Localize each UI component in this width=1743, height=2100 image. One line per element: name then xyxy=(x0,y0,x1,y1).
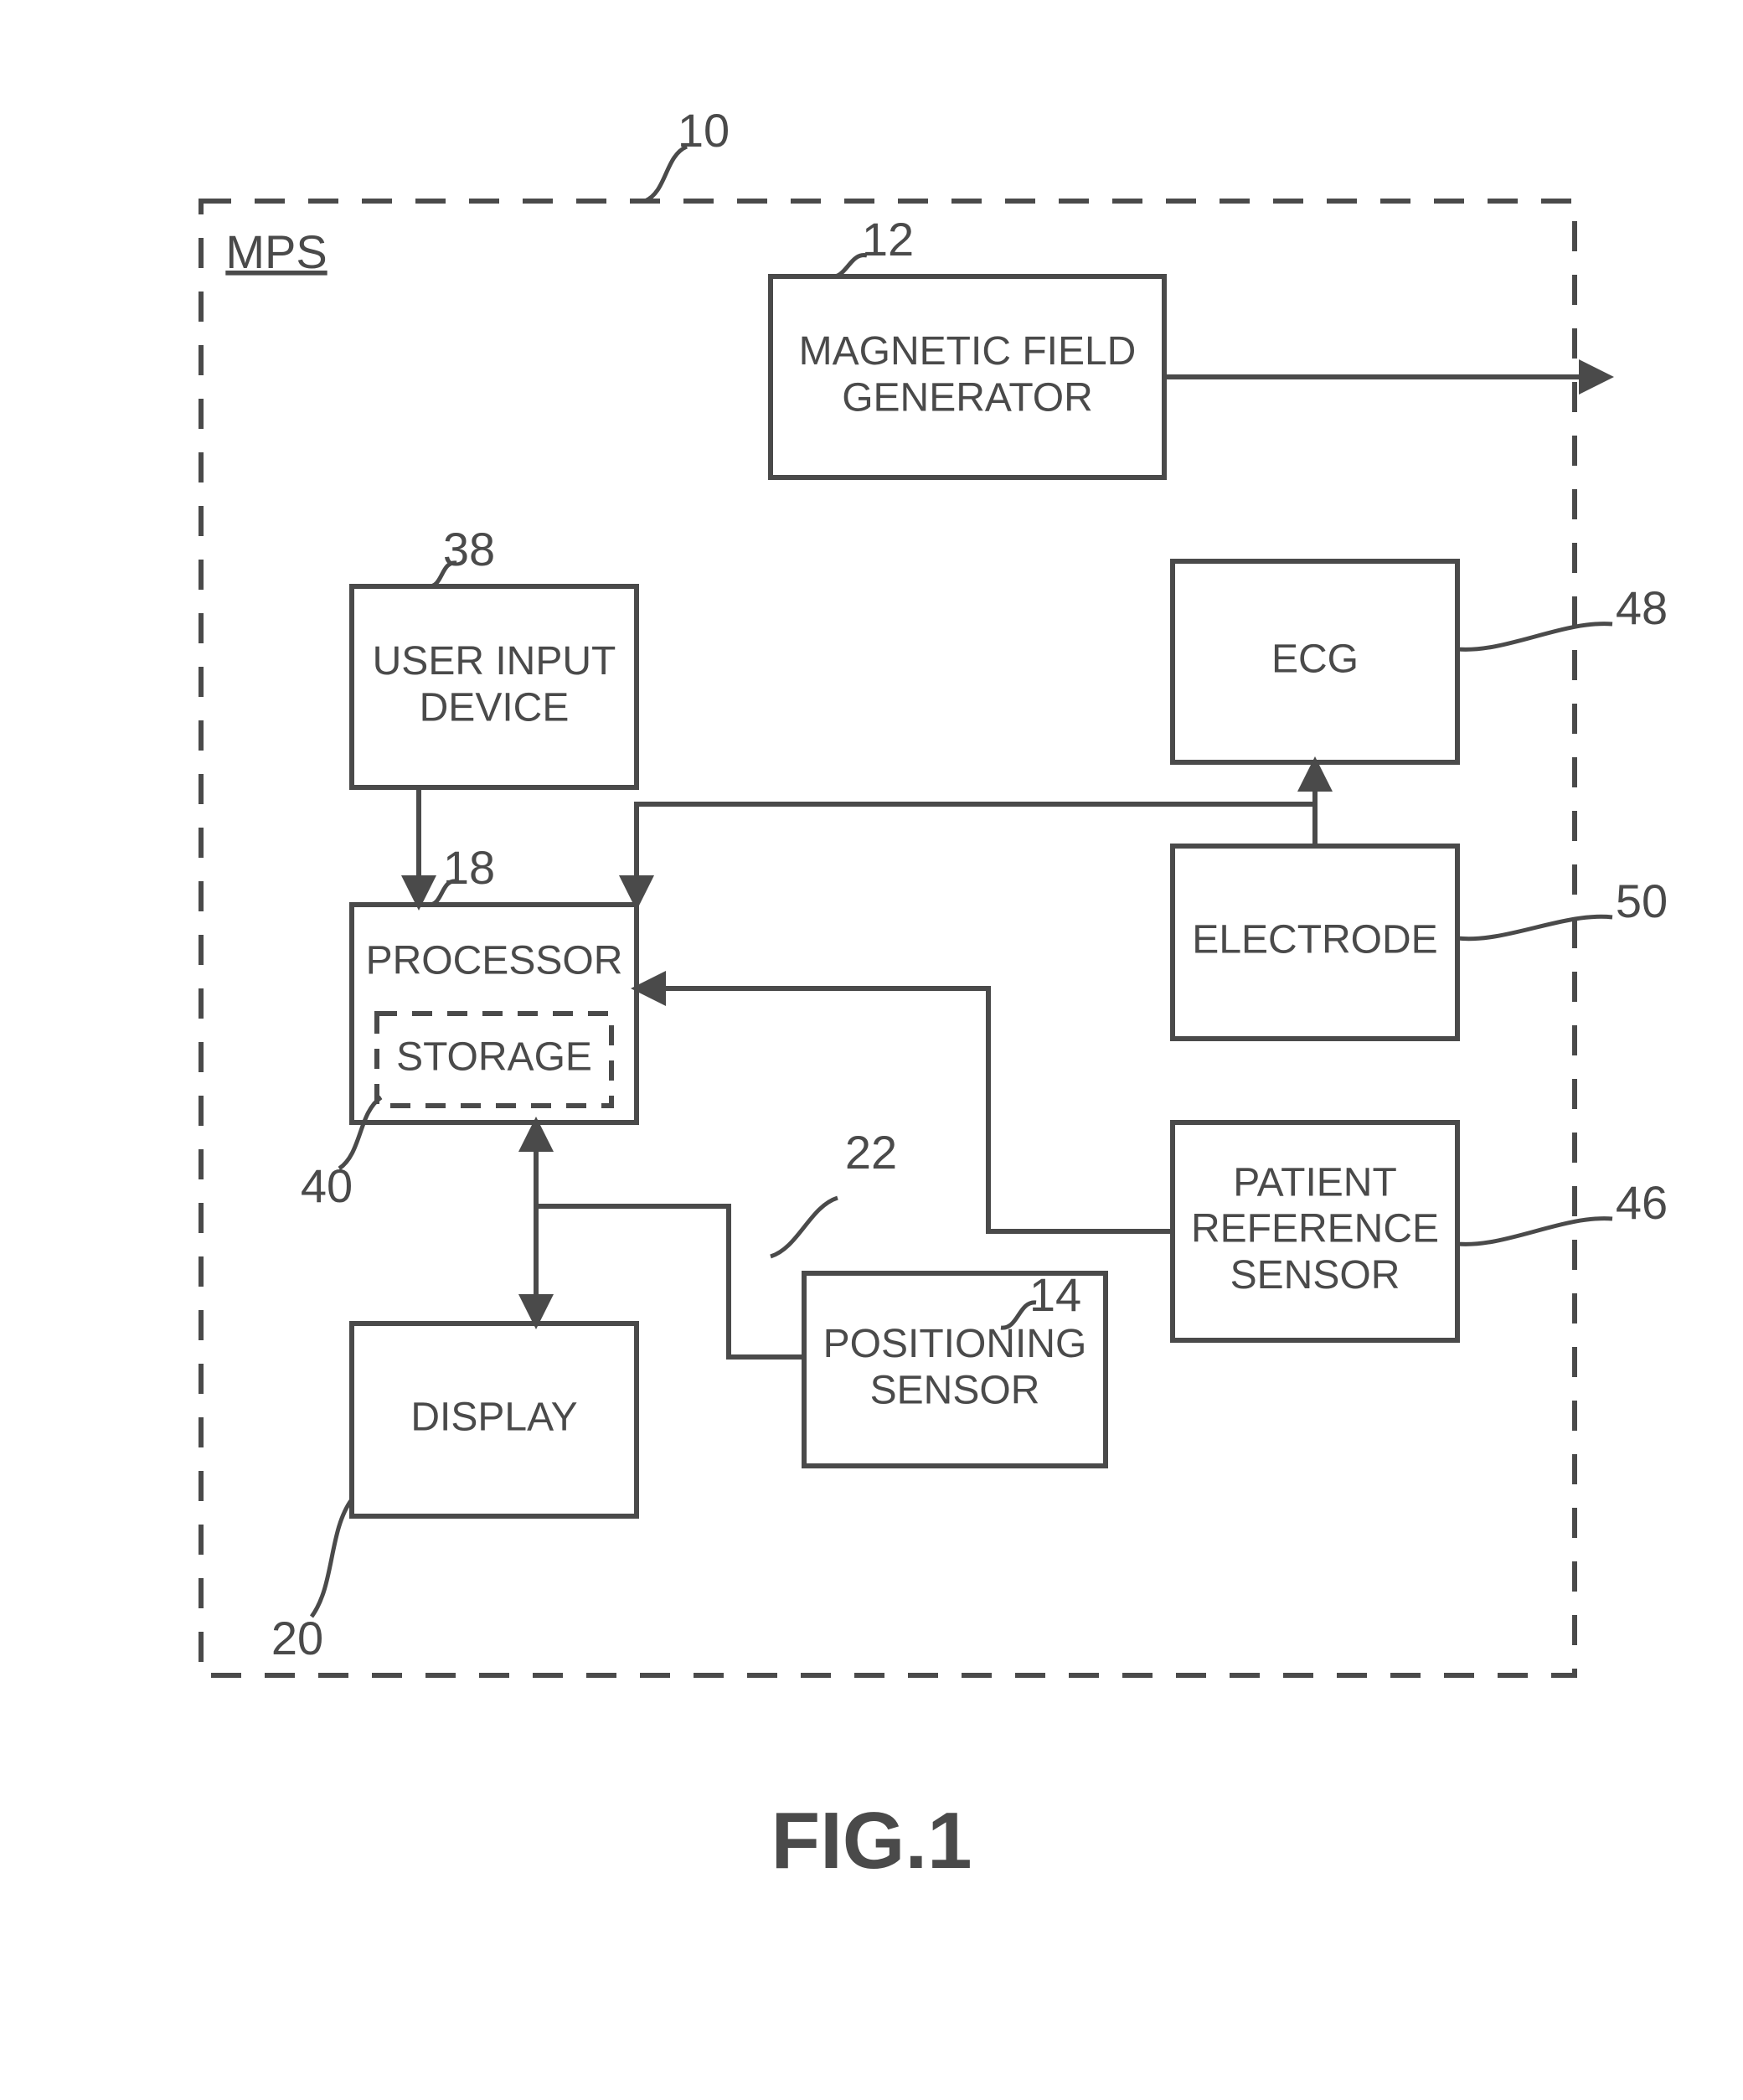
ref-18: 18 xyxy=(443,841,495,894)
node-prs: PATIENTREFERENCESENSOR xyxy=(1173,1122,1457,1340)
node-label-pos: POSITIONING xyxy=(823,1322,1087,1366)
node-user_in: USER INPUTDEVICE xyxy=(352,586,637,787)
node-display: DISPLAY xyxy=(352,1323,637,1516)
node-label-storage: STORAGE xyxy=(396,1035,592,1080)
figure-label: FIG.1 xyxy=(771,1796,972,1886)
lead-40 xyxy=(339,1097,381,1169)
node-label-ecg: ECG xyxy=(1271,637,1359,682)
node-mfg: MAGNETIC FIELDGENERATOR xyxy=(771,276,1164,477)
edge-ecg-to-proc xyxy=(637,762,1315,905)
ref-46: 46 xyxy=(1616,1176,1668,1229)
ref-50: 50 xyxy=(1616,875,1668,927)
node-label-prs: REFERENCE xyxy=(1191,1207,1439,1251)
node-storage: STORAGE xyxy=(377,1014,611,1106)
lead-20 xyxy=(312,1499,352,1617)
node-label-user_in: USER INPUT xyxy=(373,639,616,684)
ref-10: 10 xyxy=(678,104,730,157)
node-label-user_in: DEVICE xyxy=(420,685,570,730)
node-label-prs: SENSOR xyxy=(1230,1253,1400,1298)
node-label-electrode: ELECTRODE xyxy=(1192,918,1437,962)
ref-22: 22 xyxy=(845,1126,897,1179)
edge-prs-to-proc xyxy=(637,988,1173,1231)
node-label-mfg: MAGNETIC FIELD xyxy=(799,329,1137,374)
ref-38: 38 xyxy=(443,523,495,575)
node-electrode: ELECTRODE xyxy=(1173,846,1457,1039)
node-label-mfg: GENERATOR xyxy=(842,375,1093,420)
node-label-prs: PATIENT xyxy=(1233,1160,1397,1205)
lead-22 xyxy=(771,1198,838,1256)
ref-20: 20 xyxy=(271,1612,323,1664)
ref-12: 12 xyxy=(862,213,914,266)
lead-48 xyxy=(1457,624,1612,650)
lead-46 xyxy=(1457,1219,1612,1245)
node-label-display: DISPLAY xyxy=(410,1396,577,1440)
ref-48: 48 xyxy=(1616,581,1668,634)
node-label-processor: PROCESSOR xyxy=(366,939,623,983)
ref-40: 40 xyxy=(301,1159,353,1212)
node-ecg: ECG xyxy=(1173,561,1457,762)
mps-label: MPS xyxy=(225,225,327,278)
node-label-pos: SENSOR xyxy=(870,1368,1040,1412)
ref-14: 14 xyxy=(1029,1268,1081,1321)
lead-50 xyxy=(1457,916,1612,938)
